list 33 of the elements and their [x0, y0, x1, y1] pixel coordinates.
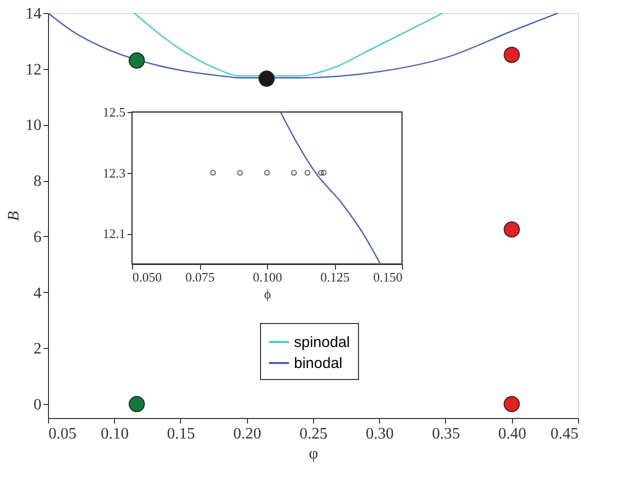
- y-tick-label: 12.5: [102, 104, 126, 120]
- x-tick-label: 0.35: [432, 426, 460, 442]
- x-tick-label: 0.30: [366, 426, 394, 442]
- y-tick-label: 12.3: [102, 165, 126, 180]
- x-tick-label: 0.10: [100, 426, 129, 442]
- y-tick-label: 0: [34, 396, 42, 414]
- line-series: [48, 13, 559, 78]
- x-tick-label: 0.050: [132, 270, 162, 284]
- x-tick-label: 0.150: [373, 270, 402, 284]
- y-tick-label: 6: [34, 228, 42, 246]
- x-axis-title: ϕ: [264, 286, 272, 302]
- line-series: [133, 13, 444, 76]
- x-axis-title: φ: [308, 446, 318, 462]
- y-tick-label: 4: [34, 284, 42, 302]
- x-tick-label: 0.20: [233, 426, 262, 442]
- y-tick-label: 2: [34, 340, 42, 358]
- y-axis-title: B: [6, 210, 22, 221]
- y-tick-label: 12.1: [102, 226, 126, 242]
- x-tick-label: 0.05: [48, 426, 76, 442]
- x-tick-label: 0.15: [167, 426, 195, 442]
- y-tick-label: 14: [26, 6, 42, 22]
- x-tick-label: 0.100: [252, 270, 282, 284]
- x-tick-label: 0.075: [185, 270, 215, 284]
- y-tick-label: 10: [26, 117, 42, 134]
- y-tick-label: 8: [34, 173, 42, 190]
- legend-label: binodal: [294, 355, 342, 372]
- x-tick-label: 0.40: [498, 426, 526, 442]
- x-tick-label: 0.45: [550, 426, 578, 442]
- x-tick-label: 0.25: [300, 426, 328, 442]
- line-series: [280, 111, 382, 265]
- legend-label: spinodal: [294, 334, 350, 351]
- x-tick-label: 0.125: [320, 270, 350, 284]
- y-tick-label: 12: [26, 61, 42, 78]
